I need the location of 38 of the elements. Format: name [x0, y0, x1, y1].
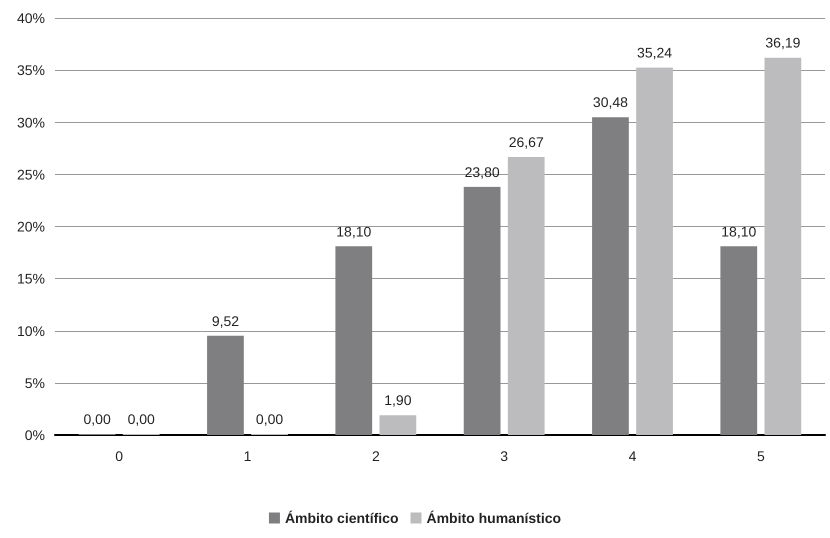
data-label: 0,00: [256, 411, 284, 427]
x-tick-label: 1: [244, 448, 252, 464]
bar: [464, 186, 500, 435]
data-label: 26,67: [508, 134, 544, 150]
data-label: 0,00: [128, 411, 156, 427]
x-tick-label: 0: [115, 448, 124, 464]
bar: [636, 68, 673, 435]
data-label: 18,10: [336, 223, 372, 240]
y-tick-label: 35%: [16, 62, 45, 78]
y-tick-label: 5%: [24, 374, 45, 391]
y-tick-label: 15%: [16, 270, 45, 287]
bar: [592, 117, 629, 435]
bar: [720, 246, 758, 435]
legend-label: Ámbito científico: [284, 510, 399, 526]
x-tick-label: 2: [372, 448, 380, 464]
data-label: 18,10: [721, 223, 757, 240]
bar: [335, 246, 372, 435]
y-tick-label: 0%: [24, 427, 45, 443]
bar: [764, 58, 802, 435]
x-tick-label: 4: [628, 448, 637, 464]
bar: [207, 336, 244, 435]
data-label: 35,24: [637, 44, 672, 61]
y-tick-label: 20%: [16, 218, 45, 234]
bar: [380, 415, 416, 435]
data-label: 9,52: [212, 312, 240, 329]
data-label: 36,19: [765, 34, 801, 51]
data-label: 23,80: [464, 164, 500, 180]
x-tick-label: 5: [756, 448, 765, 464]
y-tick-label: 40%: [16, 10, 45, 26]
data-label: 30,48: [592, 94, 628, 110]
data-label: 1,90: [384, 392, 412, 408]
y-tick-label: 30%: [16, 114, 45, 130]
x-tick-label: 3: [500, 448, 508, 464]
data-label: 0,00: [83, 411, 111, 427]
legend-label: Ámbito humanístico: [426, 510, 562, 526]
bar: [508, 156, 545, 435]
y-tick-label: 10%: [16, 322, 45, 339]
y-tick-label: 25%: [16, 166, 45, 182]
